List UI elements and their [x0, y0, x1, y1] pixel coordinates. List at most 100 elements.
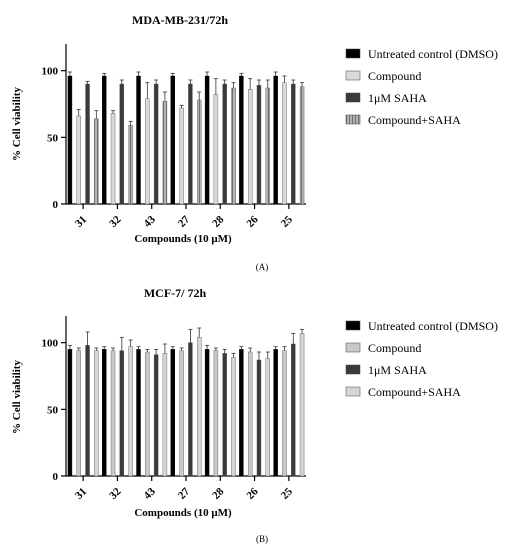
bar [247, 351, 253, 477]
bar [291, 83, 296, 205]
bar [204, 349, 210, 477]
bar [94, 118, 99, 205]
bar [110, 113, 116, 205]
bar [239, 75, 244, 205]
y-axis: 0 50 100 [42, 316, 67, 483]
panel-b: MCF-7/ 72h % Cell viability 0 50 100 31 32 4… [11, 286, 498, 544]
bar [102, 349, 107, 477]
legend-label: Compound+SAHA [368, 385, 461, 399]
x-tick-label: 27 [176, 485, 193, 502]
bar [222, 83, 227, 205]
panel-label: (A) [256, 262, 269, 272]
bar [153, 354, 159, 477]
bar [291, 343, 296, 477]
bar [128, 346, 133, 477]
y-axis-label: % Cell viability [11, 360, 23, 434]
panel-label: (B) [256, 534, 268, 544]
bar [282, 350, 287, 477]
y-tick-label: 0 [53, 199, 59, 211]
bar [128, 125, 133, 205]
y-tick-label: 50 [47, 132, 59, 144]
bar [196, 99, 202, 205]
bar [213, 350, 219, 477]
x-tick-label: 25 [279, 213, 296, 230]
bar [119, 350, 125, 477]
x-tick-label: 28 [210, 213, 227, 230]
bar [153, 83, 159, 205]
x-axis-label: Compounds (10 μM) [134, 233, 232, 245]
bar [170, 75, 176, 205]
x-tick-label: 32 [107, 213, 124, 230]
bar [256, 85, 262, 205]
legend-swatch [345, 70, 361, 81]
bar [145, 98, 150, 205]
legend-label: Untreated control (DMSO) [368, 319, 498, 333]
bars [67, 327, 305, 477]
bar [196, 337, 202, 477]
x-axis: 31 32 43 27 28 26 25 [66, 203, 306, 230]
legend-label: Untreated control (DMSO) [368, 47, 498, 61]
x-tick-label: 27 [176, 213, 193, 230]
legend: Untreated control (DMSO) Compound 1μM SAHA… [345, 319, 498, 399]
legend-swatch [345, 48, 361, 59]
legend-label: Compound [368, 341, 421, 355]
x-tick-label: 43 [142, 213, 159, 230]
y-tick-label: 50 [47, 404, 59, 416]
bar [94, 350, 99, 477]
legend-swatch [345, 92, 361, 103]
bar [179, 107, 184, 205]
bar [231, 87, 236, 205]
bar [222, 353, 227, 477]
x-tick-label: 26 [244, 213, 261, 230]
bar [299, 86, 305, 205]
bar [239, 349, 244, 477]
bar [162, 353, 168, 477]
bars [67, 71, 305, 205]
legend-swatch [345, 114, 361, 125]
bar [110, 350, 116, 477]
bar [136, 349, 141, 477]
panel-a: MDA-MB-231/72h % Cell viability 0 50 100 3… [11, 13, 498, 272]
bar [265, 87, 270, 205]
bar [119, 83, 125, 205]
y-axis-label: % Cell viability [11, 87, 23, 161]
x-axis-label: Compounds (10 μM) [134, 507, 232, 519]
legend-label: Compound [368, 69, 421, 83]
legend: Untreated control (DMSO) Compound 1μM SAHA… [345, 47, 498, 127]
bar [136, 75, 141, 205]
bar [188, 83, 193, 205]
x-axis: 31 32 43 27 28 26 25 [66, 475, 306, 502]
legend-label: 1μM SAHA [368, 363, 427, 377]
chart-title: MCF-7/ 72h [144, 286, 207, 300]
legend-label: Compound+SAHA [368, 113, 461, 127]
bar [231, 357, 236, 477]
legend-swatch [345, 386, 361, 397]
bar [282, 82, 287, 205]
bar [265, 358, 270, 477]
bar [85, 83, 90, 205]
chart-title: MDA-MB-231/72h [132, 13, 228, 27]
bar [247, 89, 253, 205]
bar [162, 101, 168, 205]
x-tick-label: 28 [210, 485, 227, 502]
bar [67, 349, 73, 477]
bar [85, 345, 90, 477]
bar [188, 342, 193, 477]
bar [213, 94, 219, 205]
legend-swatch [345, 364, 361, 375]
bar [102, 75, 107, 205]
x-tick-label: 32 [107, 485, 124, 502]
legend-swatch [345, 320, 361, 331]
bar [76, 115, 81, 205]
y-tick-label: 100 [42, 66, 59, 78]
x-tick-label: 26 [244, 485, 261, 502]
bar [273, 75, 278, 205]
bar [145, 351, 150, 477]
bar [76, 350, 81, 477]
legend-swatch [345, 342, 361, 353]
bar [256, 359, 262, 477]
legend-label: 1μM SAHA [368, 91, 427, 105]
x-tick-label: 31 [73, 486, 89, 502]
bar [273, 349, 278, 477]
